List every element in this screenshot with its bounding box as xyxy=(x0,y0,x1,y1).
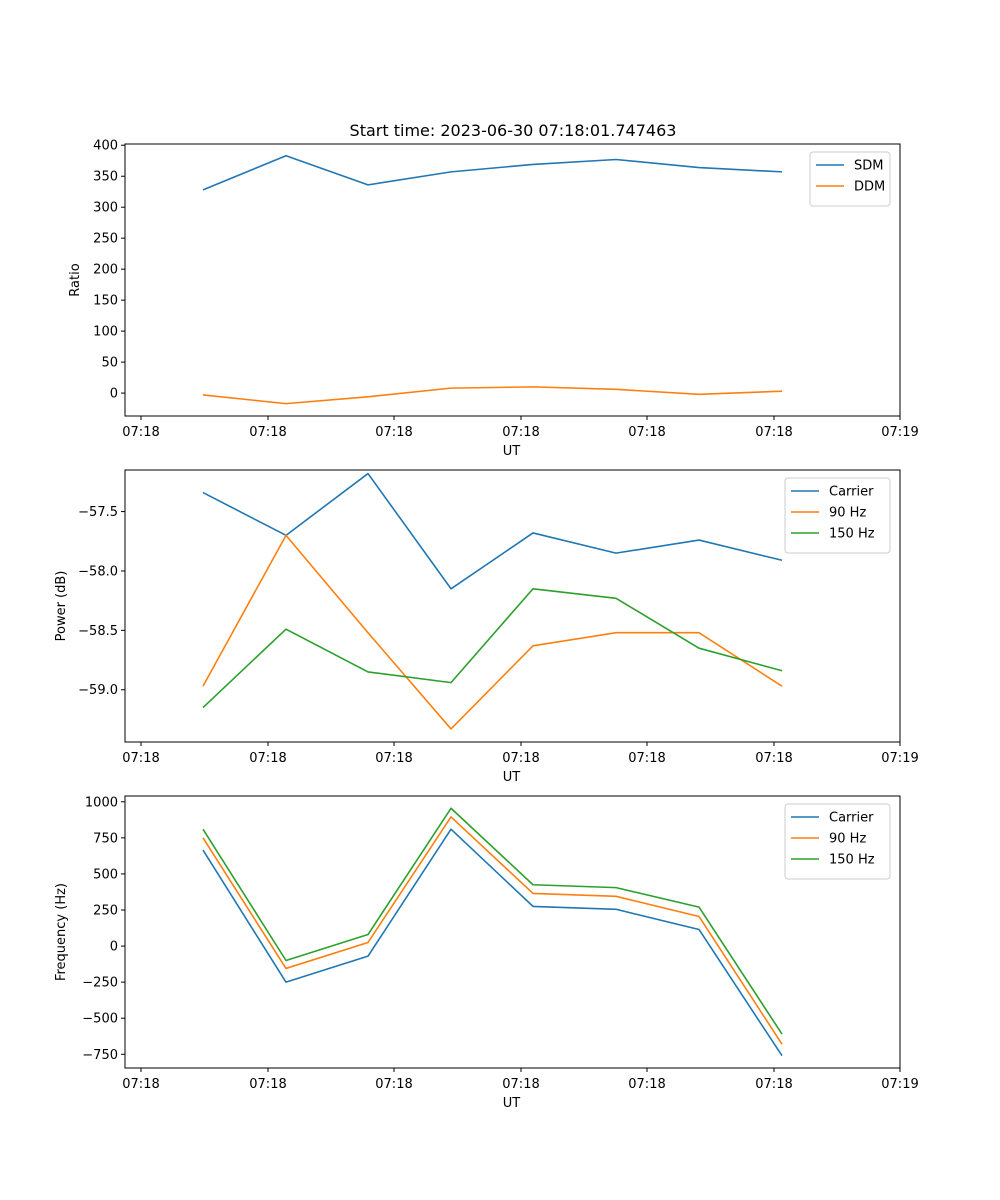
series-line-150-hz xyxy=(202,807,783,1035)
legend-label: SDM xyxy=(854,159,883,174)
x-axis-label: UT xyxy=(503,770,521,785)
y-tick-label: −250 xyxy=(82,976,118,991)
y-tick-label: 250 xyxy=(93,232,118,247)
axes-frame xyxy=(124,795,901,1069)
y-tick-label: 50 xyxy=(101,356,118,371)
y-tick-label: −57.5 xyxy=(78,505,118,520)
series-line-90-hz xyxy=(202,816,783,1045)
x-tick-label: 07:18 xyxy=(122,751,159,766)
y-tick-label: 500 xyxy=(93,867,118,882)
legend: Carrier 90 Hz 150 Hz xyxy=(784,803,891,880)
y-tick-label: 150 xyxy=(93,294,118,309)
y-tick-label: 0 xyxy=(110,940,118,955)
x-tick-label: 07:18 xyxy=(755,1077,792,1092)
x-tick-label: 07:18 xyxy=(502,1077,539,1092)
y-tick-label: −500 xyxy=(82,1012,118,1027)
x-tick-label: 07:18 xyxy=(249,425,286,440)
x-tick-label: 07:18 xyxy=(375,425,412,440)
x-tick-label: 07:18 xyxy=(122,1077,159,1092)
y-tick-label: −750 xyxy=(82,1048,118,1063)
y-tick-label: −59.0 xyxy=(78,683,118,698)
x-axis-label: UT xyxy=(503,1096,521,1111)
x-tick-label: 07:18 xyxy=(628,751,665,766)
legend-label: 150 Hz xyxy=(829,853,875,868)
y-tick-label: 0 xyxy=(110,387,118,402)
axes-frame xyxy=(124,143,901,417)
series-line-carrier xyxy=(202,828,783,1057)
x-tick-label: 07:18 xyxy=(755,751,792,766)
y-tick-label: −58.0 xyxy=(78,564,118,579)
legend: SDM DDM xyxy=(809,151,891,207)
x-tick-label: 07:18 xyxy=(249,751,286,766)
y-tick-label: −58.5 xyxy=(78,624,118,639)
y-tick-label: 250 xyxy=(93,903,118,918)
series-line-90-hz xyxy=(202,534,783,730)
y-tick-label: 300 xyxy=(93,201,118,216)
series-line-ddm xyxy=(202,386,783,405)
y-tick-label: 200 xyxy=(93,263,118,278)
x-tick-label: 07:18 xyxy=(122,425,159,440)
series-line-sdm xyxy=(202,154,783,191)
x-tick-label: 07:18 xyxy=(502,751,539,766)
series-line-carrier xyxy=(202,472,783,590)
y-tick-label: 750 xyxy=(93,831,118,846)
x-tick-label: 07:18 xyxy=(755,425,792,440)
y-tick-label: 100 xyxy=(93,325,118,340)
series-line-150-hz xyxy=(202,587,783,709)
subplot-2: 07:18 07:18 07:18 07:18 07:18 07:18 07:19 −59.0… xyxy=(54,469,919,785)
axes-frame xyxy=(124,469,901,743)
subplot-panels: 07:18 07:18 07:18 07:18 07:18 07:18 07:19 0 50 10… xyxy=(54,139,919,1111)
y-tick-label: 400 xyxy=(93,139,118,154)
x-tick-label: 07:18 xyxy=(628,1077,665,1092)
legend-label: Carrier xyxy=(829,811,874,826)
x-tick-label: 07:19 xyxy=(881,425,918,440)
x-tick-label: 07:18 xyxy=(502,425,539,440)
legend-label: Carrier xyxy=(829,485,874,500)
x-tick-label: 07:18 xyxy=(628,425,665,440)
x-tick-label: 07:18 xyxy=(249,1077,286,1092)
y-tick-label: 1000 xyxy=(85,795,118,810)
y-axis-label: Power (dB) xyxy=(54,571,69,642)
legend-label: DDM xyxy=(854,180,885,195)
subplot-1: 07:18 07:18 07:18 07:18 07:18 07:18 07:19 0 50 10… xyxy=(68,139,919,459)
legend-box xyxy=(784,477,891,554)
y-tick-label: 350 xyxy=(93,170,118,185)
y-axis-label: Ratio xyxy=(68,263,83,296)
legend: Carrier 90 Hz 150 Hz xyxy=(784,477,891,554)
x-tick-label: 07:19 xyxy=(881,751,918,766)
y-axis-label: Frequency (Hz) xyxy=(54,883,69,981)
x-tick-label: 07:19 xyxy=(881,1077,918,1092)
x-tick-label: 07:18 xyxy=(375,751,412,766)
legend-label: 150 Hz xyxy=(829,527,875,542)
legend-label: 90 Hz xyxy=(829,832,866,847)
subplot-3: 07:18 07:18 07:18 07:18 07:18 07:18 07:19 −750 −… xyxy=(54,795,919,1111)
legend-box xyxy=(784,803,891,880)
figure-title: Start time: 2023-06-30 07:18:01.747463 xyxy=(350,121,677,140)
x-axis-label: UT xyxy=(503,444,521,459)
x-tick-label: 07:18 xyxy=(375,1077,412,1092)
legend-label: 90 Hz xyxy=(829,506,866,521)
